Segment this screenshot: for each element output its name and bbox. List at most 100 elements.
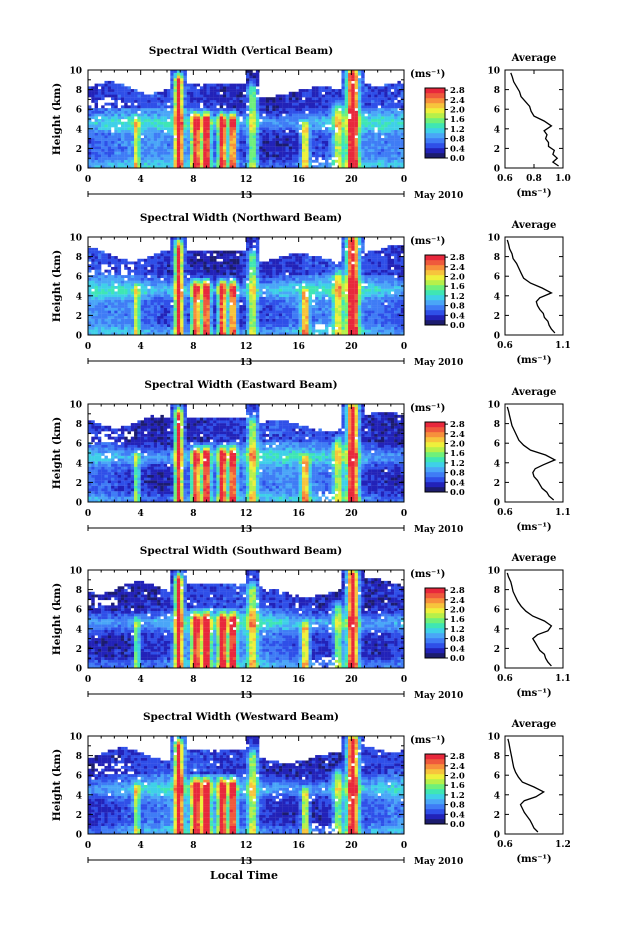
heatmap-cell	[151, 133, 154, 136]
heatmap-cell	[236, 130, 239, 133]
heatmap-cell	[108, 149, 111, 152]
heatmap-cell	[246, 272, 249, 275]
heatmap-cell	[170, 100, 173, 103]
heatmap-cell	[134, 124, 137, 127]
heatmap-cell	[358, 122, 361, 125]
heatmap-cell	[213, 262, 216, 265]
heatmap-cell	[302, 108, 305, 111]
heatmap-cell	[164, 152, 167, 155]
heatmap-cell	[104, 305, 107, 308]
heatmap-cell	[180, 135, 183, 138]
heatmap-cell	[253, 135, 256, 138]
heatmap-cell	[341, 122, 344, 125]
heatmap-cell	[95, 108, 98, 111]
heatmap-cell	[160, 105, 163, 108]
heatmap-cell	[378, 141, 381, 144]
heatmap-cell	[151, 267, 154, 270]
heatmap-cell	[365, 116, 368, 119]
heatmap-cell	[91, 259, 94, 262]
heatmap-cell	[262, 272, 265, 275]
heatmap-cell	[266, 294, 269, 297]
heatmap-cell	[98, 319, 101, 322]
heatmap-cell	[160, 124, 163, 127]
heatmap-cell	[305, 300, 308, 303]
heatmap-cell	[91, 316, 94, 319]
heatmap-cell	[292, 154, 295, 157]
heatmap-cell	[223, 144, 226, 147]
heatmap-cell	[220, 311, 223, 314]
heatmap-cell	[98, 135, 101, 138]
heatmap-cell	[295, 324, 298, 327]
heatmap-cell	[128, 160, 131, 163]
heatmap-cell	[183, 163, 186, 166]
heatmap-cell	[239, 281, 242, 284]
heatmap-cell	[128, 294, 131, 297]
heatmap-cell	[174, 95, 177, 98]
heatmap-cell	[144, 330, 147, 333]
heatmap-cell	[91, 267, 94, 270]
heatmap-cell	[180, 73, 183, 76]
heatmap-cell	[167, 308, 170, 311]
heatmap-cell	[249, 144, 252, 147]
heatmap-cell	[151, 327, 154, 330]
heatmap-cell	[114, 84, 117, 87]
heatmap-cell	[289, 256, 292, 259]
heatmap-cell	[190, 256, 193, 259]
heatmap-cell	[131, 286, 134, 289]
heatmap-cell	[170, 152, 173, 155]
heatmap-cell	[299, 278, 302, 281]
heatmap-cell	[144, 122, 147, 125]
heatmap-cell	[174, 311, 177, 314]
heatmap-cell	[272, 297, 275, 300]
heatmap-cell	[114, 114, 117, 117]
heatmap-cell	[216, 84, 219, 87]
heatmap-cell	[233, 316, 236, 319]
heatmap-cell	[243, 133, 246, 136]
heatmap-cell	[190, 300, 193, 303]
heatmap-cell	[137, 297, 140, 300]
heatmap-cell	[315, 160, 318, 163]
heatmap-cell	[101, 92, 104, 95]
heatmap-cell	[332, 124, 335, 127]
heatmap-cell	[174, 300, 177, 303]
heatmap-cell	[276, 281, 279, 284]
heatmap-cell	[164, 149, 167, 152]
heatmap-cell	[160, 264, 163, 267]
heatmap-cell	[286, 311, 289, 314]
heatmap-cell	[134, 319, 137, 322]
heatmap-cell	[131, 300, 134, 303]
heatmap-cell	[226, 289, 229, 292]
heatmap-cell	[137, 103, 140, 106]
heatmap-cell	[180, 124, 183, 127]
heatmap-cell	[394, 108, 397, 111]
heatmap-cell	[299, 275, 302, 278]
heatmap-cell	[160, 108, 163, 111]
heatmap-cell	[289, 160, 292, 163]
heatmap-cell	[309, 127, 312, 130]
heatmap-cell	[177, 242, 180, 245]
heatmap-cell	[141, 122, 144, 125]
heatmap-cell	[249, 135, 252, 138]
heatmap-cell	[111, 86, 114, 89]
heatmap-cell	[121, 130, 124, 133]
heatmap-cell	[269, 163, 272, 166]
heatmap-cell	[183, 89, 186, 92]
heatmap-cell	[128, 316, 131, 319]
heatmap-cell	[378, 116, 381, 119]
heatmap-cell	[230, 92, 233, 95]
heatmap-cell	[167, 256, 170, 259]
heatmap-cell	[88, 278, 91, 281]
heatmap-cell	[216, 119, 219, 122]
heatmap-cell	[378, 133, 381, 136]
heatmap-cell	[131, 89, 134, 92]
heatmap-cell	[226, 124, 229, 127]
heatmap-cell	[210, 127, 213, 130]
heatmap-cell	[276, 316, 279, 319]
heatmap-cell	[253, 114, 256, 117]
heatmap-cell	[190, 267, 193, 270]
heatmap-cell	[121, 92, 124, 95]
heatmap-cell	[190, 262, 193, 265]
heatmap-cell	[114, 321, 117, 324]
heatmap-cell	[246, 75, 249, 78]
heatmap-cell	[88, 330, 91, 333]
